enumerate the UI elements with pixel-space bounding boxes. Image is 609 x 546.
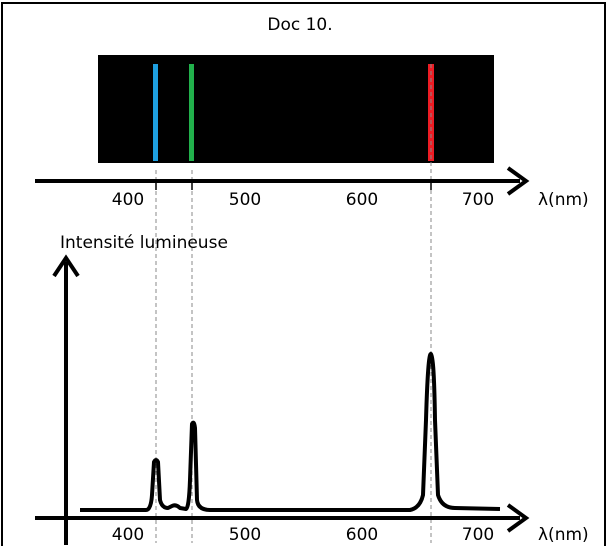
intensity-curve <box>80 351 501 512</box>
top-axis <box>35 166 530 196</box>
tick-label: 600 <box>346 190 378 210</box>
y-axis-label: Intensité lumineuse <box>60 233 228 253</box>
tick-label: 500 <box>229 190 261 210</box>
tick-label: 700 <box>462 525 494 545</box>
top-ticks <box>155 181 432 190</box>
title: Doc 10. <box>267 15 332 35</box>
guides <box>155 64 432 543</box>
tick-label: 400 <box>112 525 144 545</box>
tick-label: 700 <box>462 190 494 210</box>
arrow-head <box>506 503 530 533</box>
arrow-head <box>506 166 530 196</box>
tick-label: 600 <box>346 525 378 545</box>
red-line <box>428 64 434 161</box>
axis-unit: λ(nm) <box>538 525 589 545</box>
tick-label: 500 <box>229 525 261 545</box>
axis-unit: λ(nm) <box>538 190 589 210</box>
tick-label: 400 <box>112 190 144 210</box>
green-line <box>189 64 194 161</box>
bottom-axis <box>35 503 530 533</box>
arrow-head <box>52 254 80 278</box>
blue-line <box>153 64 158 161</box>
y-axis <box>52 254 80 545</box>
